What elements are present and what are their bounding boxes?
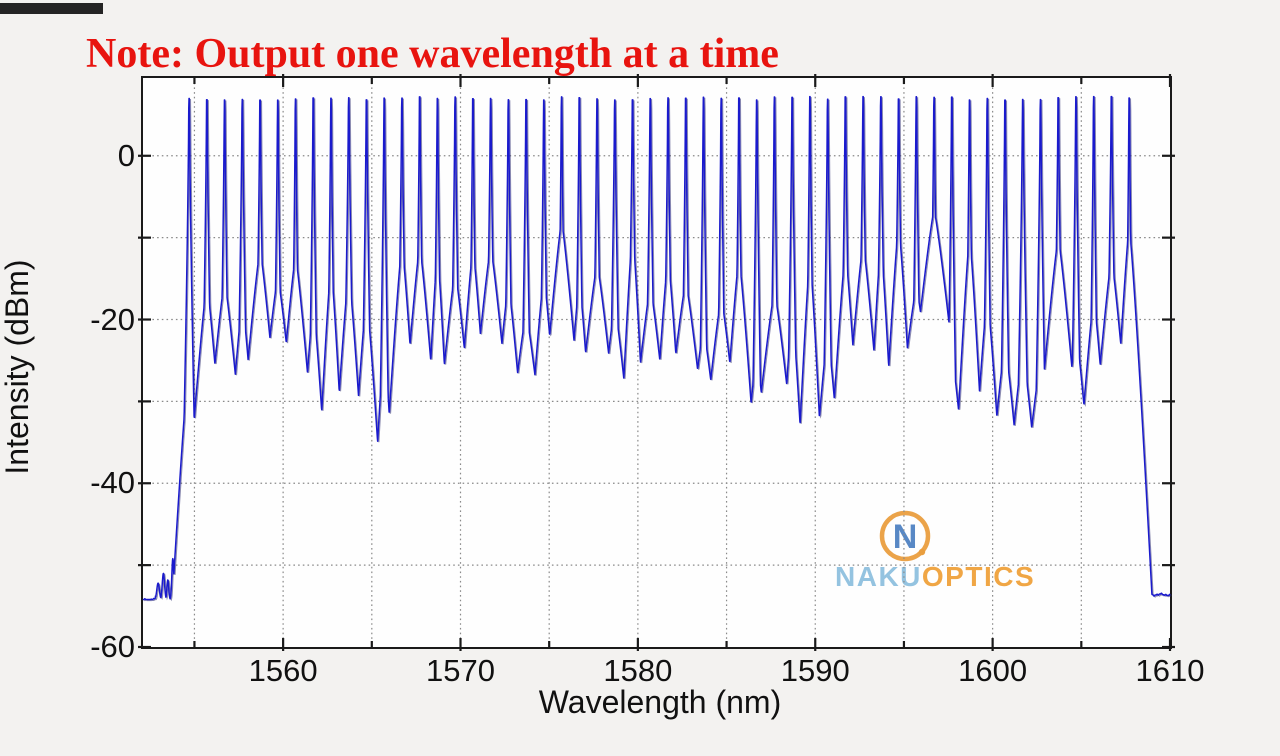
chart-note-title: Note: Output one wavelength at a time xyxy=(86,31,779,77)
nakuoptics-logo-icon: N xyxy=(879,510,931,562)
y-tick-label: 0 xyxy=(117,137,135,173)
y-axis-title: Intensity (dBm) xyxy=(0,259,35,475)
x-tick-label: 1610 xyxy=(1135,653,1205,688)
axis-ticks xyxy=(138,74,1175,651)
watermark-brand-first: NAKU xyxy=(835,561,922,592)
watermark-brand-second: OPTICS xyxy=(921,561,1036,592)
x-tick-label: 1600 xyxy=(958,653,1028,688)
x-tick-label: 1590 xyxy=(780,653,850,688)
watermark-brand-text: NAKUOPTICS xyxy=(835,561,1035,593)
spectrum-chart-svg xyxy=(138,74,1175,651)
spectrum-trace xyxy=(142,95,1171,601)
spectrum-plot-area: N NAKUOPTICS xyxy=(138,74,1175,651)
y-tick-label: -40 xyxy=(90,465,135,501)
svg-text:N: N xyxy=(893,518,918,556)
x-tick-label: 1560 xyxy=(248,653,318,688)
y-tick-label: -20 xyxy=(90,301,135,337)
y-tick-label: -60 xyxy=(90,629,135,664)
x-tick-label: 1580 xyxy=(603,653,673,688)
x-axis-title: Wavelength (nm) xyxy=(538,684,782,720)
x-tick-label: 1570 xyxy=(426,653,495,688)
spectrum-trace-shadow xyxy=(143,97,1172,602)
top-left-artifact-bar xyxy=(0,3,103,14)
